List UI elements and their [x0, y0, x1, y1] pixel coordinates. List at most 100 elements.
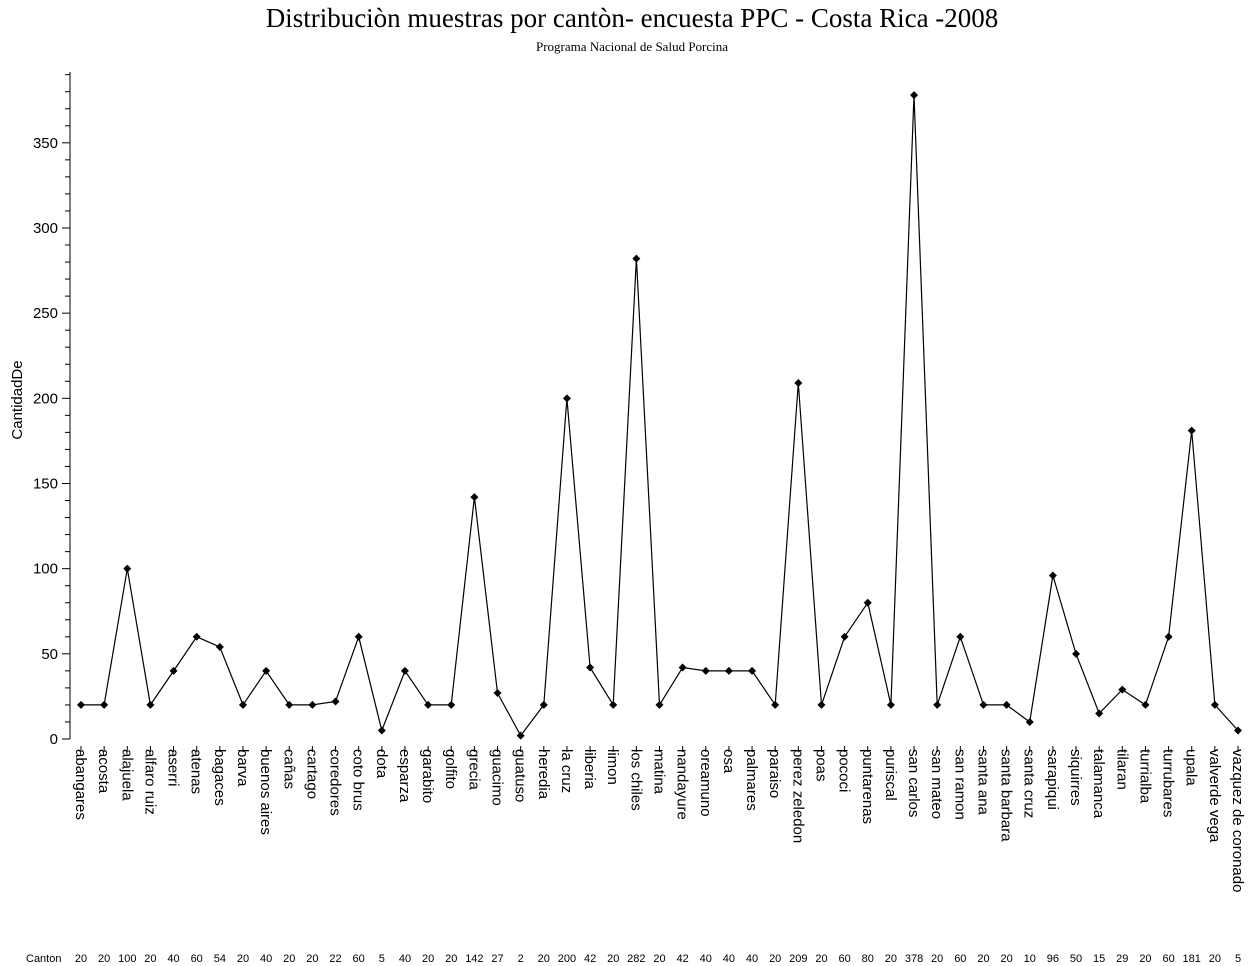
count-label: 20 — [283, 953, 295, 965]
data-point — [354, 632, 363, 641]
data-point — [516, 731, 525, 740]
data-point — [609, 700, 618, 709]
category-label: talamanca — [1090, 749, 1107, 819]
category-label: aserri — [165, 749, 182, 787]
count-label: 20 — [306, 953, 318, 965]
data-point — [215, 643, 224, 652]
category-label: guatuso — [512, 749, 529, 802]
count-label: 20 — [144, 953, 156, 965]
y-tick-label: 50 — [41, 646, 58, 663]
data-point — [493, 689, 502, 698]
category-label: upala — [1183, 749, 1200, 786]
count-label: 60 — [353, 953, 365, 965]
count-label: 42 — [677, 953, 689, 965]
y-tick-label: 100 — [33, 561, 58, 578]
data-point — [308, 700, 317, 709]
data-points — [77, 91, 1242, 740]
category-label: palmares — [743, 749, 760, 811]
data-point — [1234, 726, 1242, 735]
category-label: golfito — [442, 749, 459, 789]
category-label: heredia — [535, 749, 552, 800]
data-point — [886, 700, 895, 709]
count-label: 282 — [627, 953, 645, 965]
category-label: san carlos — [905, 749, 922, 817]
count-label: 5 — [379, 953, 385, 965]
category-label: poas — [813, 749, 830, 782]
data-point — [724, 666, 733, 675]
data-point — [1072, 649, 1081, 658]
category-label: alfaro ruiz — [141, 749, 158, 815]
data-point — [1187, 426, 1196, 435]
count-label: 40 — [746, 953, 758, 965]
count-label: 20 — [815, 953, 827, 965]
category-label: la cruz — [558, 749, 575, 793]
category-label: atenas — [188, 749, 205, 794]
y-tick-label: 250 — [33, 305, 58, 322]
count-label: 80 — [862, 953, 874, 965]
data-point — [586, 663, 595, 672]
data-point — [794, 378, 803, 387]
data-point — [447, 700, 456, 709]
category-label: dota — [373, 749, 390, 779]
data-point — [1025, 717, 1034, 726]
data-point — [1164, 632, 1173, 641]
count-label: 54 — [214, 953, 226, 965]
category-label: limon — [604, 749, 621, 785]
category-label: siquirres — [1067, 749, 1084, 806]
category-label: matina — [651, 749, 668, 795]
category-label: garabito — [419, 749, 436, 803]
y-tick-label: 200 — [33, 390, 58, 407]
category-label: paraiso — [766, 749, 783, 798]
count-label: 40 — [260, 953, 272, 965]
data-point — [424, 700, 433, 709]
data-point — [331, 697, 340, 706]
count-label: 20 — [1209, 953, 1221, 965]
category-label: sarapiqui — [1044, 749, 1061, 810]
data-point — [1118, 685, 1127, 694]
data-point — [192, 632, 201, 641]
data-point — [748, 666, 757, 675]
count-label: 40 — [700, 953, 712, 965]
category-label: esparza — [396, 749, 413, 803]
count-label: 20 — [769, 953, 781, 965]
category-label: santa cruz — [1021, 749, 1038, 818]
data-point — [655, 700, 664, 709]
count-label: 20 — [1139, 953, 1151, 965]
count-row-title: Canton — [26, 953, 61, 965]
count-label: 20 — [237, 953, 249, 965]
data-point — [701, 666, 710, 675]
data-point — [377, 726, 386, 735]
count-label: 60 — [954, 953, 966, 965]
count-label: 20 — [75, 953, 87, 965]
category-label: tilaran — [1113, 749, 1130, 790]
count-label: 20 — [445, 953, 457, 965]
y-tick-label: 350 — [33, 135, 58, 152]
data-point — [470, 493, 479, 502]
count-label: 20 — [977, 953, 989, 965]
data-point — [933, 700, 942, 709]
count-label: 27 — [491, 953, 503, 965]
category-label: bagaces — [211, 749, 228, 806]
count-label: 22 — [329, 953, 341, 965]
data-point — [169, 666, 178, 675]
data-point — [262, 666, 271, 675]
category-label: pococi — [836, 749, 853, 792]
data-point — [285, 700, 294, 709]
count-label: 20 — [538, 953, 550, 965]
count-label: 20 — [422, 953, 434, 965]
data-point — [979, 700, 988, 709]
category-label: turrialba — [1136, 749, 1153, 804]
data-point — [771, 700, 780, 709]
category-label: los chiles — [627, 749, 644, 811]
count-label: 142 — [465, 953, 483, 965]
count-label: 20 — [653, 953, 665, 965]
count-label: 60 — [191, 953, 203, 965]
count-label: 42 — [584, 953, 596, 965]
data-point — [910, 91, 919, 100]
count-label: 20 — [607, 953, 619, 965]
data-point — [146, 700, 155, 709]
data-point — [678, 663, 687, 672]
data-point — [1141, 700, 1150, 709]
count-label: 40 — [167, 953, 179, 965]
